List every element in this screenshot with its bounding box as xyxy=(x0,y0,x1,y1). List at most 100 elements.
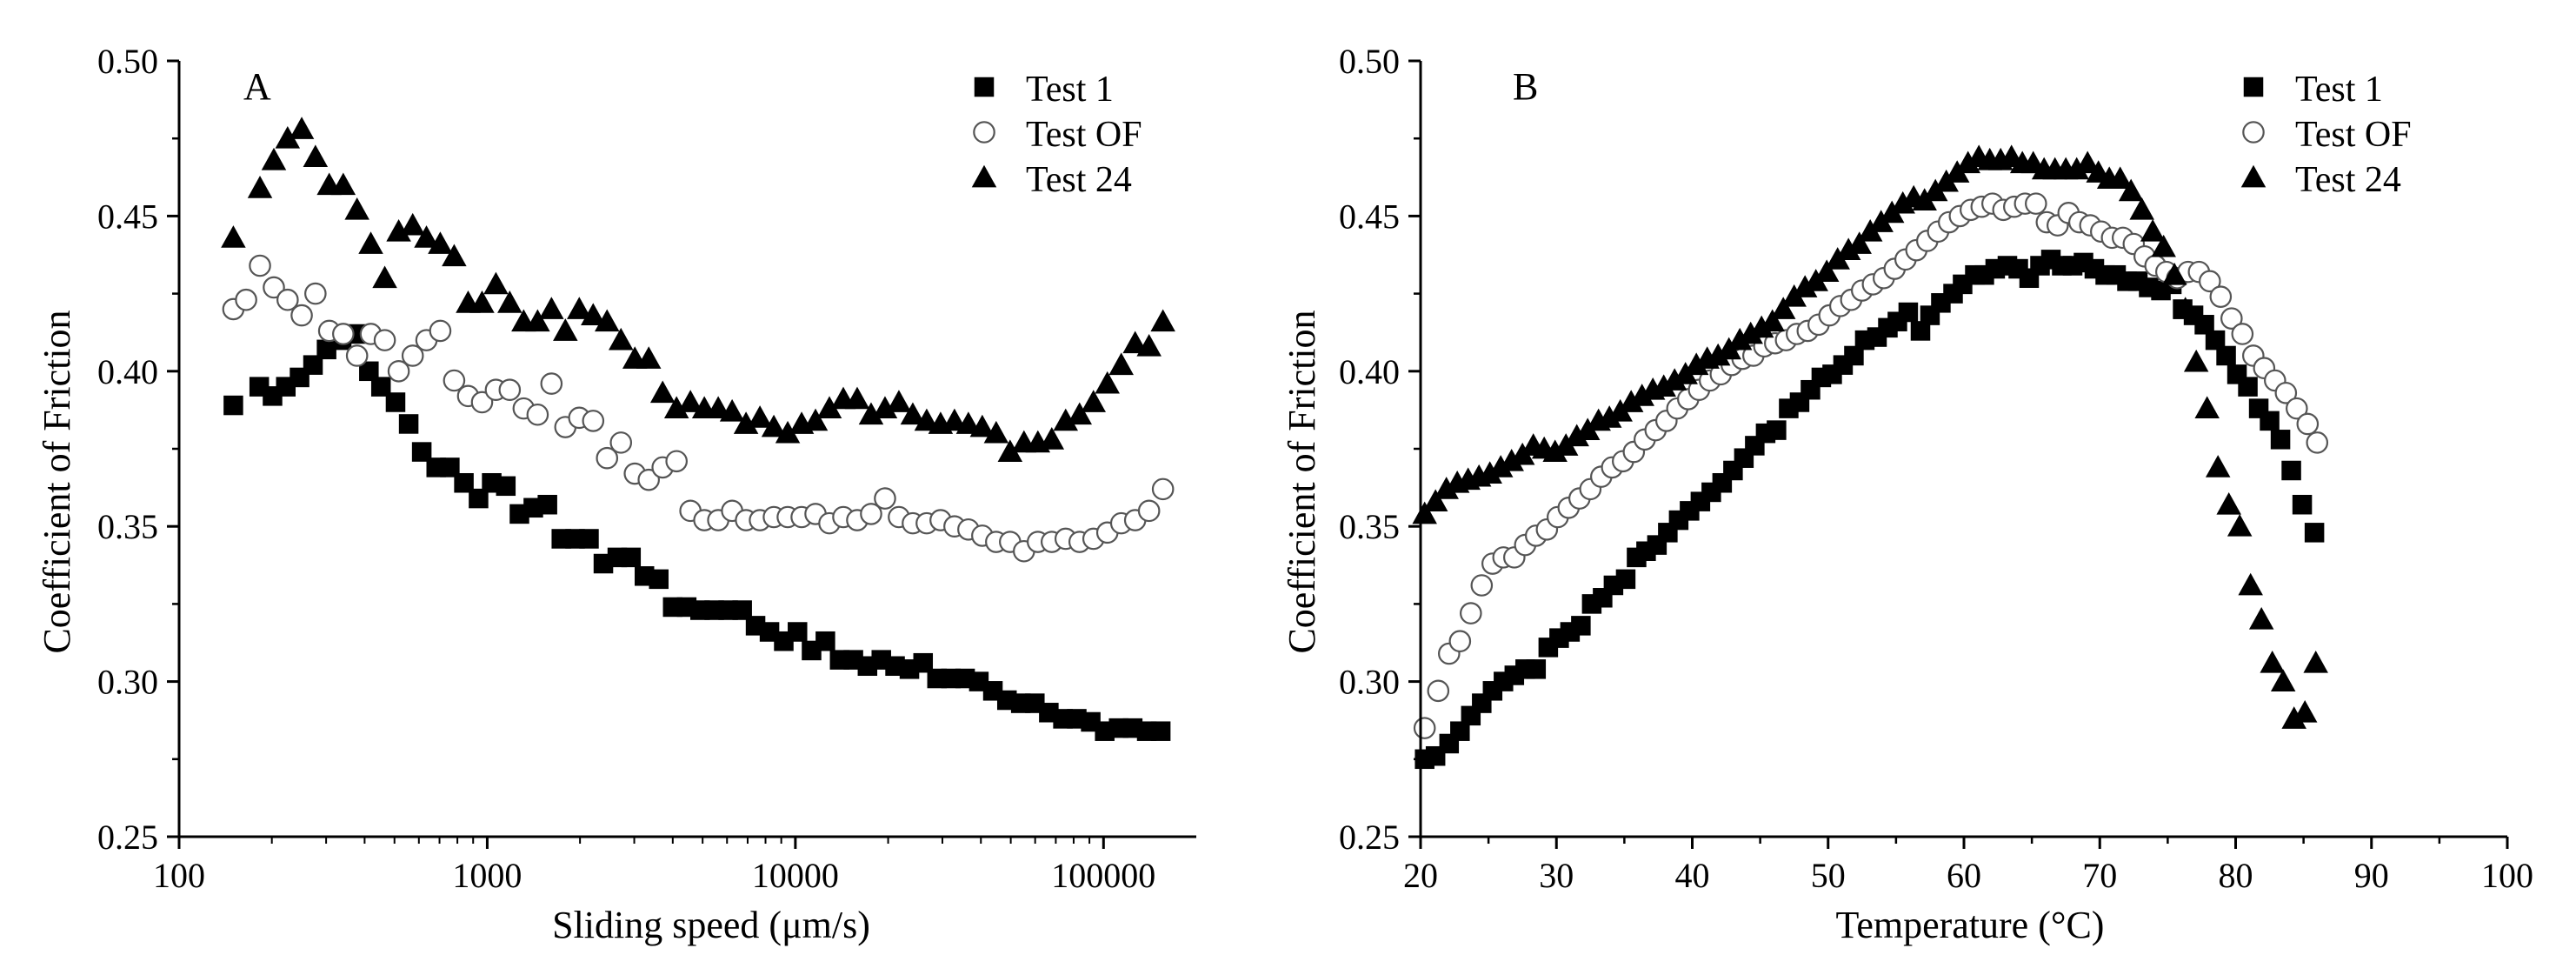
data-point-a-s1-6 xyxy=(316,339,336,360)
data-point-a-s3-17 xyxy=(469,290,495,313)
data-point-a-s3-46 xyxy=(872,396,898,419)
x-tick-label-b-8: 100 xyxy=(2481,856,2533,895)
data-point-b-s3-37 xyxy=(1814,259,1840,283)
data-point-b-s3-7 xyxy=(1488,455,1514,477)
data-point-a-s3-41 xyxy=(802,408,829,431)
data-point-a-s2-18 xyxy=(470,391,494,414)
data-point-b-s3-80 xyxy=(2281,706,2306,729)
data-point-b-s3-31 xyxy=(1748,315,1774,338)
data-point-a-s3-0 xyxy=(221,225,246,248)
legend-marker-b-3 xyxy=(2240,164,2266,188)
x-tick-label-b-3: 50 xyxy=(1811,856,1846,895)
data-point-a-s1-17 xyxy=(469,488,489,509)
data-point-b-s3-19 xyxy=(1618,390,1644,412)
y-tick-label-a-3: 0.40 xyxy=(97,352,158,391)
data-point-a-s2-12 xyxy=(387,359,410,383)
data-point-a-s2-20 xyxy=(498,378,522,402)
data-point-a-s3-53 xyxy=(969,414,995,437)
data-point-b-s2-1 xyxy=(1427,679,1450,703)
data-point-a-s2-23 xyxy=(540,372,563,395)
data-point-a-s1-22 xyxy=(537,494,557,515)
data-point-b-s2-82 xyxy=(2306,431,2329,454)
data-point-a-s3-35 xyxy=(719,398,745,422)
data-point-b-s1-71 xyxy=(2194,315,2214,335)
y-tick-label-a-2: 0.35 xyxy=(97,507,158,546)
data-point-b-s3-66 xyxy=(2129,197,2154,220)
legend-label-a-2: Test OF xyxy=(1026,115,1142,155)
data-point-b-s3-39 xyxy=(1835,237,1861,261)
data-point-a-s3-5 xyxy=(303,144,329,168)
data-point-b-s2-5 xyxy=(1470,574,1494,597)
data-point-a-s3-34 xyxy=(705,396,731,419)
data-point-a-s3-59 xyxy=(1053,408,1079,431)
data-point-a-s3-66 xyxy=(1150,309,1175,332)
data-point-a-s2-9 xyxy=(345,344,369,367)
data-point-a-s3-13 xyxy=(414,225,439,248)
data-point-b-s3-64 xyxy=(2107,166,2133,189)
data-point-a-s3-9 xyxy=(358,231,383,254)
data-point-a-s2-47 xyxy=(874,487,896,510)
data-point-b-s3-78 xyxy=(2260,650,2285,673)
data-point-a-s1-30 xyxy=(649,569,669,590)
data-point-a-s1-25 xyxy=(579,529,599,549)
data-point-a-s2-30 xyxy=(637,468,661,491)
data-point-b-s3-70 xyxy=(2173,297,2198,319)
data-point-a-s2-28 xyxy=(609,431,633,454)
data-point-b-s3-30 xyxy=(1738,321,1763,344)
data-point-a-s1-10 xyxy=(370,377,391,397)
data-point-b-s3-35 xyxy=(1792,275,1818,297)
x-tick-label-b-2: 40 xyxy=(1675,856,1710,895)
legend-label-b-1: Test 1 xyxy=(2295,70,2383,110)
x-axis-title-a: Sliding speed (μm/s) xyxy=(552,904,870,946)
data-point-a-s2-22 xyxy=(526,403,549,426)
data-point-a-s3-44 xyxy=(844,386,870,410)
data-point-a-s3-3 xyxy=(275,125,301,149)
data-point-a-s3-25 xyxy=(581,303,606,325)
data-point-a-s1-49 xyxy=(913,652,934,673)
x-tick-label-b-4: 60 xyxy=(1947,856,1981,895)
data-point-b-s1-73 xyxy=(2216,345,2236,366)
data-point-a-s3-52 xyxy=(955,411,982,434)
data-point-a-s3-31 xyxy=(663,396,689,419)
data-point-b-s1-44 xyxy=(1898,302,1919,323)
data-point-a-s3-61 xyxy=(1081,390,1106,412)
panel-letter-b: B xyxy=(1513,65,1538,108)
data-point-a-s3-62 xyxy=(1095,371,1120,394)
data-point-b-s1-14 xyxy=(1571,616,1591,636)
data-point-a-s2-46 xyxy=(860,503,882,525)
data-point-a-s3-27 xyxy=(608,327,634,351)
legend-marker-b-2 xyxy=(2242,121,2265,144)
data-point-a-s3-29 xyxy=(636,346,662,369)
data-point-a-s3-14 xyxy=(428,231,453,254)
legend-marker-b-1 xyxy=(2243,77,2264,97)
legend-a: Test 1 Test OF Test 24 xyxy=(971,70,1142,200)
data-point-b-s3-50 xyxy=(1955,150,1980,174)
data-point-b-s3-17 xyxy=(1596,405,1622,428)
data-point-b-s3-75 xyxy=(2227,513,2253,537)
data-point-a-s3-54 xyxy=(983,420,1009,444)
data-point-b-s3-81 xyxy=(2292,700,2318,723)
data-point-a-s3-8 xyxy=(344,197,369,220)
y-tick-label-a-1: 0.30 xyxy=(97,663,158,702)
data-point-b-s2-72 xyxy=(2199,270,2221,293)
data-point-b-s2-56 xyxy=(2025,192,2047,215)
data-point-a-s2-66 xyxy=(1137,499,1161,523)
data-point-a-s3-47 xyxy=(886,390,912,412)
data-point-a-s1-36 xyxy=(732,600,752,620)
y-tick-label-b-2: 0.35 xyxy=(1339,507,1400,546)
data-point-a-s2-3 xyxy=(263,276,285,299)
data-point-b-s1-45 xyxy=(1910,321,1931,341)
data-point-b-s3-23 xyxy=(1661,368,1687,391)
y-tick-label-a-5: 0.50 xyxy=(97,42,158,81)
data-point-a-s3-12 xyxy=(400,212,425,236)
data-point-a-s3-18 xyxy=(483,271,509,295)
x-tick-label-a-0: 100 xyxy=(153,856,205,895)
data-point-b-s3-25 xyxy=(1683,352,1709,376)
y-tick-label-a-0: 0.25 xyxy=(97,818,158,857)
data-point-a-s1-11 xyxy=(385,392,406,412)
data-point-a-s3-51 xyxy=(942,408,968,431)
data-point-a-s2-6 xyxy=(304,282,327,305)
data-point-a-s3-42 xyxy=(816,396,842,419)
